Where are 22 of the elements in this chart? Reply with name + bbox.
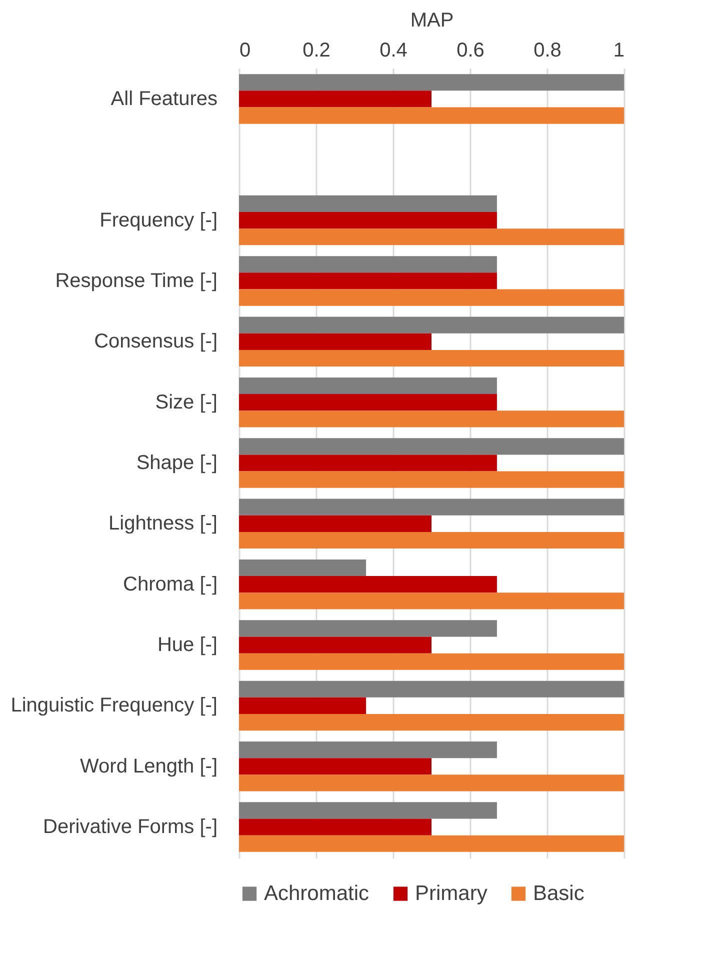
y-tick-label: Frequency [-]	[100, 209, 218, 232]
legend-label: Basic	[533, 882, 584, 905]
y-tick-label: Word Length [-]	[80, 755, 218, 778]
x-tick-label: 0.2	[302, 40, 330, 62]
y-tick-label: All Features	[110, 88, 218, 110]
x-tick-label: 0.8	[534, 40, 562, 62]
x-tick-label: 0.6	[456, 40, 484, 62]
y-tick-label: Lightness [-]	[108, 512, 218, 535]
y-tick-label: Linguistic Frequency [-]	[10, 694, 218, 717]
y-tick-label: Size [-]	[155, 391, 218, 414]
x-tick-label: 0.4	[380, 40, 408, 62]
x-tick-label: 0	[240, 40, 251, 62]
y-tick-label: Derivative Forms [-]	[43, 816, 218, 838]
legend-label: Achromatic	[264, 882, 370, 905]
y-tick-label: Consensus [-]	[94, 330, 218, 353]
y-tick-label: Hue [-]	[157, 634, 218, 656]
y-tick-label: Shape [-]	[136, 452, 218, 474]
legend-label: Primary	[415, 882, 488, 905]
x-axis-title: MAP	[410, 10, 454, 32]
y-tick-label: Response Time [-]	[55, 270, 218, 292]
x-tick-label: 1	[613, 40, 624, 62]
y-tick-label: Chroma [-]	[123, 573, 218, 596]
